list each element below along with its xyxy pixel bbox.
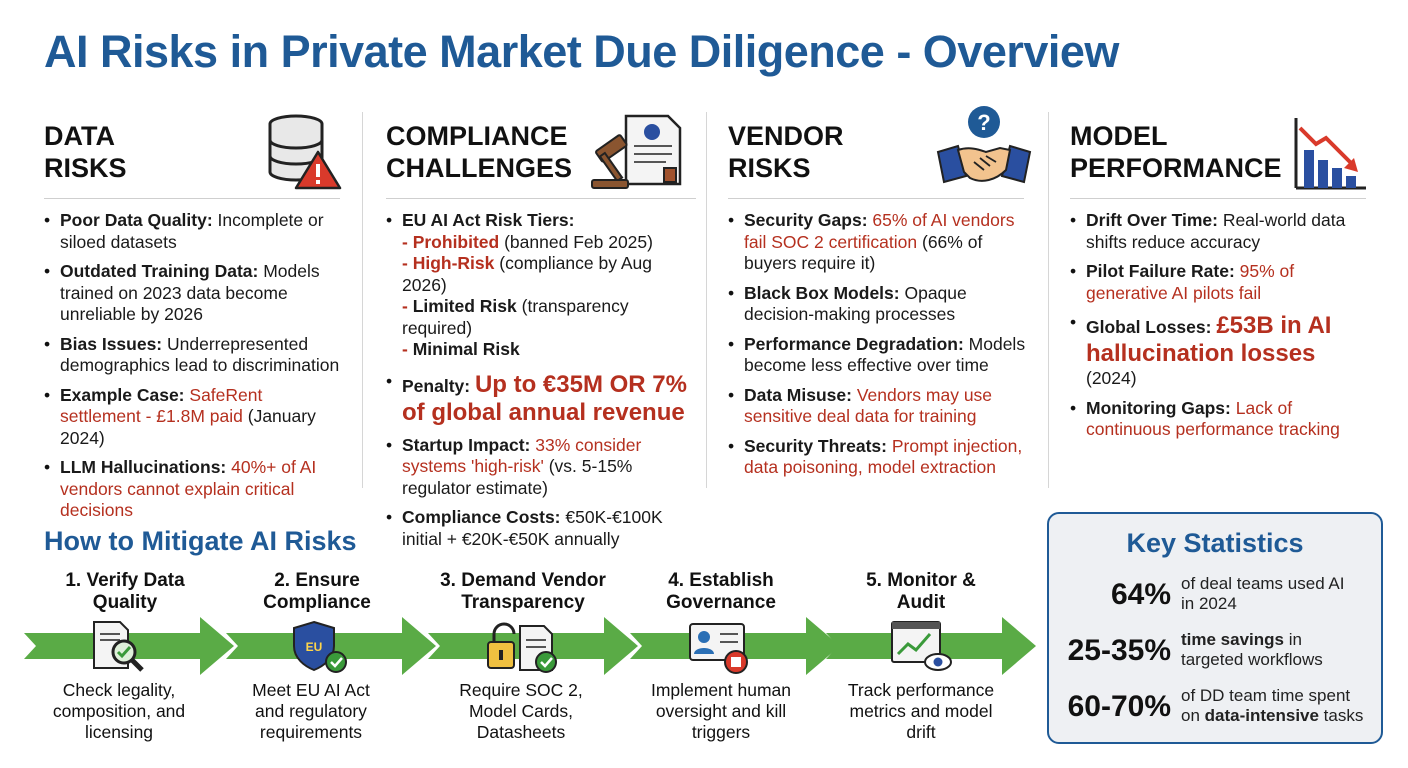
handshake-question-icon: ? [936,106,1032,184]
list-item: Performance Degradation: Models become l… [728,334,1028,377]
list-item: Outdated Training Data: Models trained o… [44,261,344,326]
list-item: Example Case: SafeRent settlement - £1.8… [44,385,344,450]
vendor-risks-list: Security Gaps: 65% of AI vendors fail SO… [728,210,1028,487]
list-item: LLM Hallucinations: 40%+ of AI vendors c… [44,457,344,522]
list-item: Global Losses: £53B in AI hallucination … [1070,312,1370,390]
risk-tier: - Minimal Risk [402,339,520,359]
model-performance-column: MODEL PERFORMANCE Drift Over Time: Real-… [1070,112,1370,488]
compliance-column: COMPLIANCE CHALLENGES EU AI Act Risk Tie… [386,112,696,549]
step-title: 1. Verify Data Quality [65,570,185,613]
list-item: Pilot Failure Rate: 95% of generative AI… [1070,261,1370,304]
stat-text: time savings in targeted workflows [1181,630,1323,669]
list-item: Data Misuse: Vendors may use sensitive d… [728,385,1028,428]
step-title: 5. Monitor & Audit [866,570,976,613]
step-title: 4. Establish Governance [666,570,776,613]
unlocked-documents-icon [487,622,557,673]
risk-tier: - Limited Risk (transparency required) [402,296,629,338]
list-item: Bias Issues: Underrepresented demographi… [44,334,344,377]
stat-value: 25-35% [1067,634,1171,667]
risk-tier: - Prohibited (banned Feb 2025) [402,231,653,252]
column-divider [362,112,363,488]
data-risks-list: Poor Data Quality: Incomplete or siloed … [44,210,344,530]
compliance-list: EU AI Act Risk Tiers: - Prohibited (bann… [386,210,698,558]
data-risks-column: DATA RISKS Poor Data Quality: Incomplete… [44,112,344,520]
column-rule [728,198,1024,199]
column-heading: DATA RISKS [44,121,127,183]
document-magnifier-icon [93,621,144,672]
list-item: Monitoring Gaps: Lack of continuous perf… [1070,398,1370,441]
column-rule [386,198,696,199]
risk-tier: - High-Risk (compliance by Aug 2026) [402,253,652,295]
vendor-risks-column: VENDOR RISKS ? Security Gaps: 65% of AI … [728,106,1032,488]
list-item: Security Gaps: 65% of AI vendors fail SO… [728,210,1028,275]
eu-shield-icon: EU [293,620,347,673]
step-description: Track performance metrics and model drift [847,680,995,742]
step-description: Check legality, composition, and licensing [52,680,186,742]
page-title: AI Risks in Private Market Due Diligence… [44,26,1119,77]
key-statistics-panel: Key Statistics 64% of deal teams used AI… [1047,512,1383,744]
list-item: Startup Impact: 33% consider systems 'hi… [386,435,698,500]
gavel-document-icon [591,114,682,189]
stat-value: 60-70% [1067,690,1171,723]
list-item: Compliance Costs: €50K-€100K initial + €… [386,507,698,550]
model-performance-list: Drift Over Time: Real-world data shifts … [1070,210,1370,449]
stat-value: 64% [1110,578,1171,611]
step-title: 2. Ensure Compliance [263,570,371,613]
list-item: Penalty: Up to €35M OR 7% of global annu… [386,371,698,427]
step-description: Implement human oversight and kill trigger… [650,680,792,742]
declining-chart-icon [1294,118,1366,190]
step-description: Require SOC 2, Model Cards, Datasheets [459,680,583,742]
step-title: 3. Demand Vendor Transparency [440,570,606,613]
column-divider [706,112,707,488]
column-divider [1048,112,1049,488]
svg-text:EU: EU [306,640,323,654]
stat-text: of deal teams used AI in 2024 [1181,574,1345,613]
list-item: Drift Over Time: Real-world data shifts … [1070,210,1370,253]
list-item: Security Threats: Prompt injection, data… [728,436,1028,479]
mitigation-title: How to Mitigate AI Risks [44,526,357,556]
id-card-stop-icon [689,623,748,674]
list-item: Poor Data Quality: Incomplete or siloed … [44,210,344,253]
database-warning-icon [268,114,342,190]
column-rule [44,198,340,199]
column-heading: VENDOR RISKS [728,121,844,183]
column-heading: COMPLIANCE CHALLENGES [386,121,573,183]
column-rule [1070,198,1366,199]
column-heading: MODEL PERFORMANCE [1070,121,1282,183]
svg-text:?: ? [977,110,990,135]
monitor-eye-icon [891,621,952,671]
step-description: Meet EU AI Act and regulatory requirements [252,680,370,742]
list-item: EU AI Act Risk Tiers: - Prohibited (bann… [386,210,698,361]
stat-text: of DD team time spent on data-intensive … [1181,686,1364,725]
key-statistics-title: Key Statistics [1126,528,1304,558]
list-item: Black Box Models: Opaque decision-making… [728,283,1028,326]
